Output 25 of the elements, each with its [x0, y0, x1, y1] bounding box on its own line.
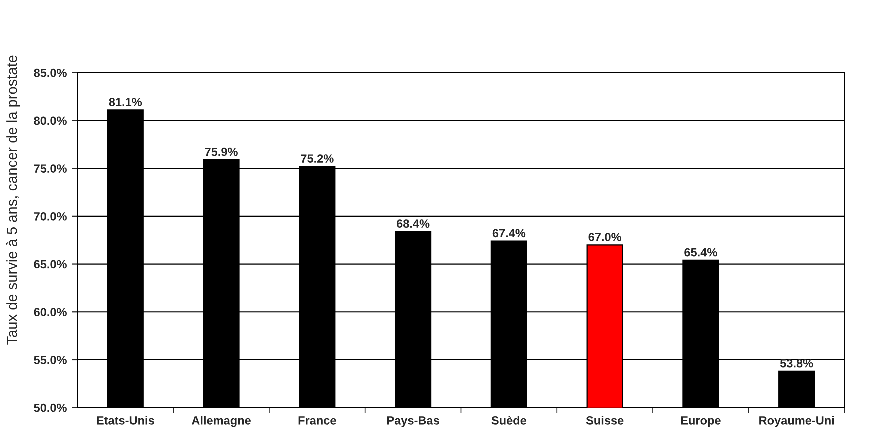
- data-label: 75.2%: [301, 154, 334, 163]
- y-tick-label: 85.0%: [34, 68, 67, 78]
- x-tick-label: Suède: [492, 416, 526, 425]
- x-tick-label: Etats-Unis: [97, 416, 154, 425]
- x-tick-label: Royaume-Uni: [760, 416, 834, 428]
- data-label: 53.8%: [780, 359, 814, 368]
- y-axis-title: Taux de survie à 5 ans, cancer de la prostate: [6, 56, 20, 345]
- x-tick-label: France: [298, 416, 336, 425]
- data-label: 75.9%: [205, 148, 238, 156]
- x-tick-label: Pays-Bas: [388, 416, 440, 428]
- x-tick-label: Suisse: [586, 416, 624, 425]
- x-tick-label: Europe: [681, 416, 721, 428]
- y-tick-label: 65.0%: [34, 260, 67, 269]
- data-label: 67.0%: [588, 233, 622, 242]
- data-label: 65.4%: [684, 248, 718, 257]
- y-tick-label: 50.0%: [34, 404, 67, 412]
- x-tick-label: Allemagne: [192, 416, 251, 428]
- y-tick-label: 70.0%: [34, 212, 67, 221]
- data-label: 81.1%: [109, 98, 142, 106]
- y-tick-label: 60.0%: [34, 308, 67, 317]
- y-tick-label: 55.0%: [34, 356, 67, 364]
- data-label: 67.4%: [492, 229, 526, 238]
- y-tick-label: 80.0%: [34, 116, 67, 126]
- y-tick-label: 75.0%: [34, 164, 67, 173]
- data-label: 68.4%: [396, 220, 430, 228]
